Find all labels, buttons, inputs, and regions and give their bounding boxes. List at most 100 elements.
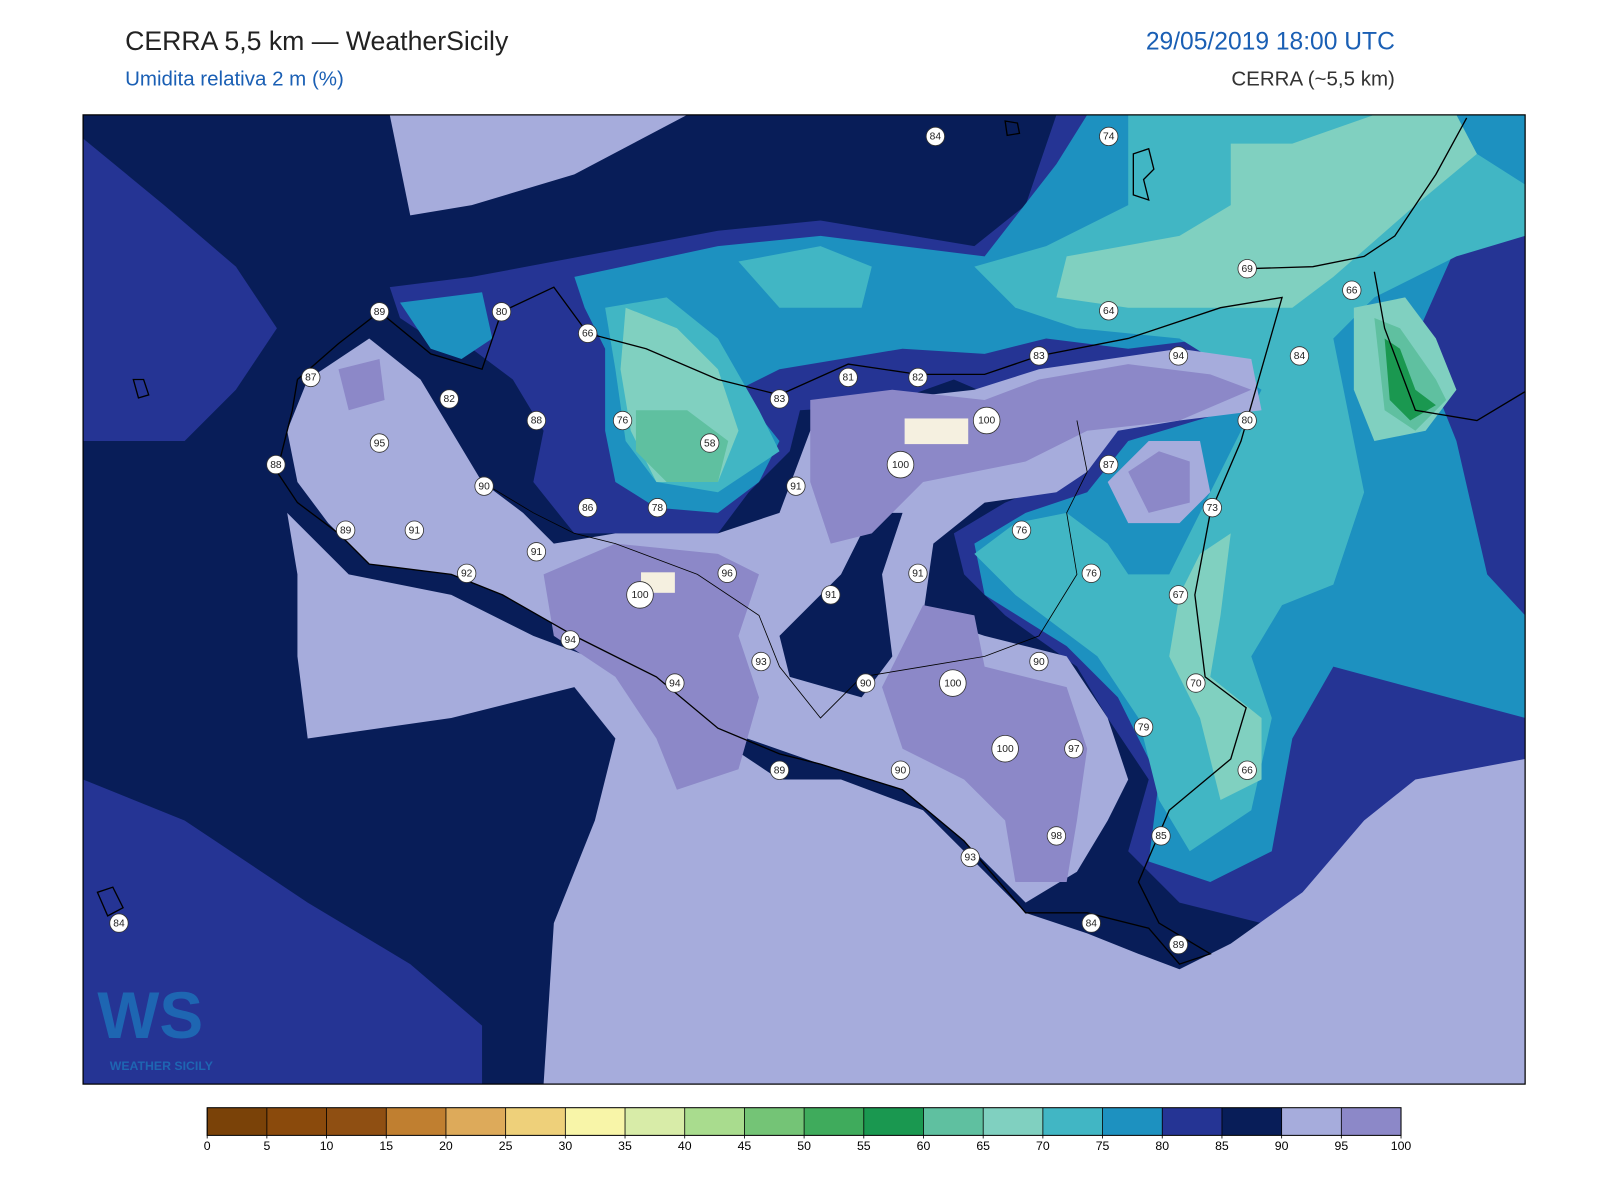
station-marker	[109, 913, 129, 933]
calabria-coast	[1373, 271, 1526, 422]
station-value: 80	[1241, 416, 1253, 427]
station-marker	[404, 520, 424, 540]
station-value: 74	[1103, 132, 1115, 143]
station-value: 66	[1241, 765, 1253, 776]
humidity-region	[738, 246, 872, 308]
station-value: 93	[965, 853, 977, 864]
humidity-region	[83, 779, 483, 1085]
colorbar-tick-label: 20	[439, 1139, 453, 1153]
colorbar-tick-label: 10	[320, 1139, 334, 1153]
station-marker	[1237, 760, 1257, 780]
humidity-region	[543, 543, 759, 790]
station-value: 100	[997, 744, 1014, 755]
station-marker	[1168, 585, 1189, 605]
colorbar-segment	[983, 1107, 1043, 1136]
station-marker	[369, 433, 390, 453]
station-marker	[786, 476, 806, 496]
station-marker	[972, 406, 1001, 435]
station-marker	[578, 323, 598, 343]
station-value: 64	[1103, 306, 1115, 317]
colorbar-segment	[1341, 1107, 1402, 1136]
station-value: 92	[461, 569, 473, 580]
colorbar-segment	[207, 1107, 267, 1136]
station-marker	[1151, 826, 1171, 846]
colorbar-segment	[386, 1107, 446, 1136]
colorbar-segment	[445, 1107, 506, 1136]
station-marker	[1029, 651, 1049, 672]
station-value: 76	[617, 416, 629, 427]
colorbar-tick-label: 55	[857, 1139, 871, 1153]
map-frame	[82, 114, 1526, 1085]
station-value: 94	[669, 678, 681, 689]
colorbar-tick-label: 40	[678, 1139, 692, 1153]
station-value: 100	[944, 678, 961, 689]
station-marker	[1202, 498, 1222, 518]
station-value: 84	[1294, 351, 1306, 362]
station-value: 89	[774, 765, 786, 776]
station-value: 85	[1155, 831, 1167, 842]
colorbar-tick-label: 65	[976, 1139, 990, 1153]
station-value: 86	[582, 503, 594, 514]
colorbar-segment	[326, 1107, 387, 1136]
station-marker	[439, 389, 459, 409]
station-marker	[717, 563, 737, 583]
station-marker	[336, 520, 356, 540]
subtitle: Umidita relativa 2 m (%)	[125, 67, 344, 90]
station-value: 91	[409, 525, 421, 536]
station-value: 87	[305, 373, 317, 384]
humidity-region	[1384, 338, 1436, 421]
station-marker	[1081, 913, 1101, 933]
title: CERRA 5,5 km — WeatherSicily	[125, 26, 509, 56]
station-marker	[1046, 826, 1067, 846]
colorbar-tick-label: 35	[618, 1139, 632, 1153]
province-border	[481, 420, 1088, 719]
station-marker	[266, 454, 286, 475]
station-marker	[1064, 739, 1084, 759]
station-marker	[908, 563, 928, 583]
station-marker	[457, 563, 477, 583]
colorbar-tick-label: 100	[1391, 1139, 1412, 1153]
station-value: 91	[912, 569, 924, 580]
station-value: 90	[895, 765, 907, 776]
colorbar-segment	[923, 1107, 984, 1136]
colorbar-tick-label: 0	[204, 1139, 211, 1153]
colorbar-segment	[625, 1107, 685, 1136]
station-value: 91	[790, 481, 802, 492]
station-marker	[491, 302, 512, 322]
humidity-region	[1128, 451, 1190, 513]
colorbar-segment	[744, 1107, 805, 1136]
station-marker	[369, 302, 390, 322]
station-marker	[700, 433, 720, 453]
station-marker	[1133, 717, 1154, 737]
colorbar-tick-label: 50	[797, 1139, 811, 1153]
station-marker	[1081, 563, 1101, 583]
humidity-region	[83, 138, 277, 442]
station-marker	[301, 367, 321, 388]
station-value: 95	[374, 438, 386, 449]
colorbar-tick-label: 95	[1334, 1139, 1348, 1153]
saturated-patch	[904, 418, 969, 445]
island	[96, 120, 1155, 917]
colorbar-tick-label: 60	[917, 1139, 931, 1153]
humidity-region	[1056, 114, 1477, 308]
station-value: 66	[582, 329, 594, 340]
datetime: 29/05/2019 18:00 UTC	[1146, 29, 1395, 56]
station-value: 70	[1190, 678, 1202, 689]
humidity-region	[810, 364, 1252, 544]
colorbar-segment	[1221, 1107, 1282, 1136]
station-marker	[578, 498, 598, 518]
station-marker	[1289, 346, 1310, 366]
colorbar-segment	[1281, 1107, 1342, 1136]
station-value: 80	[496, 307, 508, 318]
station-value: 97	[1068, 744, 1080, 755]
station-value: 89	[340, 525, 352, 536]
station-marker	[1168, 346, 1189, 366]
station-value: 90	[478, 481, 490, 492]
station-value: 89	[374, 307, 386, 318]
station-value: 84	[930, 132, 942, 143]
station-value: 83	[774, 394, 786, 405]
station-marker	[665, 673, 685, 693]
station-value: 90	[860, 678, 872, 689]
colorbar-tick-label: 70	[1036, 1139, 1050, 1153]
station-marker	[526, 542, 547, 562]
